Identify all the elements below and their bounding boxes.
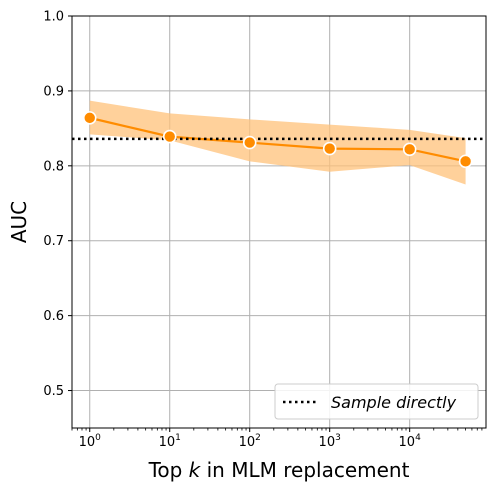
y-axis-title: AUC: [7, 201, 31, 243]
x-axis-title: Top k in MLM replacement: [148, 458, 410, 482]
y-tick-label-3: 0.8: [43, 159, 64, 174]
data-point-0-1: [162, 129, 177, 144]
plot-frame: [71, 15, 487, 429]
confidence-band-0: [89, 100, 466, 185]
data-point-0-4: [402, 142, 417, 157]
series-lines: [89, 116, 466, 163]
x-tick-label-2: 102: [239, 433, 261, 450]
x-tick-label-1: 101: [159, 433, 181, 450]
data-point-0-2: [242, 135, 257, 150]
x-axis-title-variable: k: [189, 458, 202, 482]
axes: [68, 15, 487, 432]
y-tick-label-1: 0.6: [43, 309, 64, 324]
series-line-0: [89, 116, 466, 163]
x-axis-title-suffix: in MLM replacement: [200, 458, 409, 482]
series-points: [82, 111, 473, 169]
y-tick-label-0: 0.5: [43, 384, 64, 399]
data-point-0-3: [322, 141, 337, 156]
tick-labels: 0.5 0.6 0.7 0.8 0.9 1.0 100 101 102 103 104: [43, 10, 421, 451]
data-point-0-0: [82, 111, 97, 125]
x-axis-title-prefix: Top: [148, 458, 189, 482]
confidence-band: [89, 100, 466, 185]
y-tick-label-5: 1.0: [43, 10, 64, 25]
legend-label-sample-directly: Sample directly: [331, 393, 457, 412]
legend-box: [274, 383, 479, 420]
x-tick-label-3: 103: [319, 433, 341, 450]
x-tick-label-0: 100: [79, 433, 102, 450]
y-tick-label-2: 0.7: [43, 234, 64, 249]
y-tick-label-4: 0.9: [43, 84, 64, 99]
x-tick-label-4: 104: [399, 433, 422, 450]
data-point-0-5: [458, 154, 473, 169]
grid-lines: [72, 15, 486, 428]
legend: Sample directly: [274, 383, 479, 420]
